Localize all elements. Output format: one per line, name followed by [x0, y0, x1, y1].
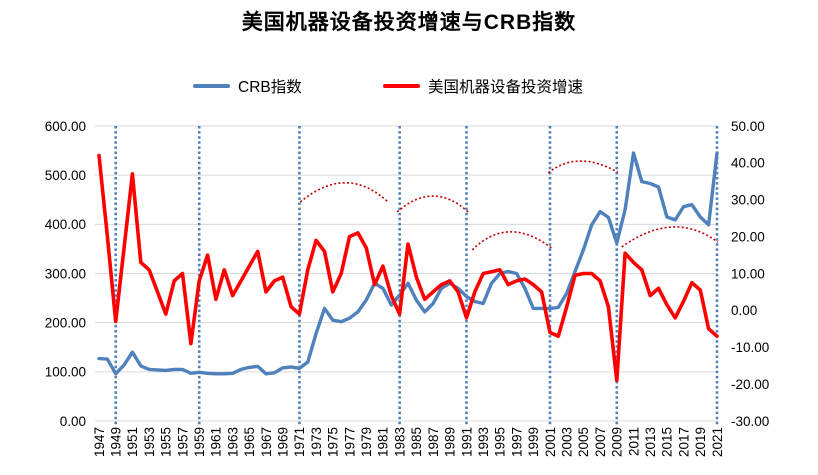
x-axis-tick-label: 1983 [392, 427, 407, 457]
y-axis-left-tick-label: 200.00 [45, 315, 86, 330]
y-axis-right-tick-label: 10.00 [731, 266, 765, 281]
x-axis-tick-label: 2007 [593, 427, 608, 457]
investment-line-swatch-icon [383, 84, 420, 88]
x-axis-tick-label: 1995 [493, 427, 508, 457]
legend-label-crb: CRB指数 [238, 79, 302, 96]
crb-line-swatch-icon [193, 84, 230, 88]
x-axis-tick-label: 1987 [426, 427, 441, 457]
legend-label-investment: 美国机器设备投资增速 [428, 79, 584, 96]
x-axis-tick-label: 1951 [125, 427, 140, 457]
x-axis-tick-label: 1977 [342, 427, 357, 457]
x-axis-tick-label: 1961 [209, 427, 224, 457]
x-axis-tick-label: 1973 [309, 427, 324, 457]
x-axis-tick-label: 1955 [159, 427, 174, 457]
crb-index-line [97, 151, 719, 376]
x-axis-tick-label: 2011 [626, 427, 641, 456]
x-axis-tick-label: 2021 [710, 427, 725, 457]
x-axis-tick-label: 1967 [259, 427, 274, 457]
y-axis-right-tick-label: 40.00 [731, 156, 765, 171]
x-axis-tick-label: 1965 [242, 427, 257, 457]
y-axis-right-tick-label: 0.00 [731, 303, 757, 318]
legend-item-investment: 美国机器设备投资增速 [383, 76, 583, 96]
x-axis-tick-label: 1993 [476, 427, 491, 457]
x-axis-tick-label: 2019 [693, 427, 708, 457]
y-axis-left-tick-label: 500.00 [45, 168, 86, 183]
x-axis-tick-label: 1985 [409, 427, 424, 457]
x-axis-tick-label: 1957 [175, 427, 190, 457]
y-axis-right-tick-label: -30.00 [731, 414, 769, 429]
x-axis-tick-label: 2017 [676, 427, 691, 457]
x-axis-tick-label: 2005 [576, 427, 591, 457]
y-axis-left-tick-label: 0.00 [60, 414, 86, 429]
x-axis-tick-label: 1969 [276, 427, 291, 457]
x-axis-tick-label: 2001 [543, 427, 558, 457]
x-axis-tick-label: 1991 [459, 427, 474, 457]
x-axis-tick-label: 1963 [225, 427, 240, 457]
x-axis-tick-label: 2009 [610, 427, 625, 457]
y-axis-left-tick-label: 100.00 [45, 365, 86, 380]
y-axis-left-tick-label: 600.00 [45, 119, 86, 134]
annotation-arc [396, 195, 469, 213]
chart-title: 美国机器设备投资增速与CRB指数 [241, 11, 577, 34]
y-axis-right-tick-label: 20.00 [731, 229, 765, 244]
x-axis-tick-label: 1971 [292, 427, 307, 457]
x-axis-tick-label: 2013 [643, 427, 658, 457]
annotation-arc [621, 226, 719, 248]
x-axis-tick-label: 1999 [526, 427, 541, 457]
x-axis-tick-label: 1975 [326, 427, 341, 457]
y-axis-left-tick-label: 300.00 [45, 266, 86, 281]
y-axis-right-tick-label: 30.00 [731, 193, 765, 208]
annotation-arc [299, 182, 389, 203]
x-axis-tick-label: 1989 [443, 427, 458, 457]
x-axis-tick-label: 1981 [376, 427, 391, 457]
x-axis-tick-label: 1979 [359, 427, 374, 457]
annotation-arc [471, 231, 553, 251]
investment-growth-line [97, 153, 719, 383]
x-axis-tick-label: 1953 [142, 427, 157, 457]
legend: CRB指数 美国机器设备投资增速 [0, 76, 818, 98]
x-axis-tick-label: 1997 [509, 427, 524, 457]
y-axis-right-tick-label: -20.00 [731, 377, 769, 392]
x-axis-tick-label: 1959 [192, 427, 207, 457]
x-axis-tick-label: 1949 [109, 427, 124, 457]
y-axis-right-tick-label: -10.00 [731, 340, 769, 355]
y-axis-right-tick-label: 50.00 [731, 119, 765, 134]
x-axis-tick-label: 2003 [559, 427, 574, 457]
x-axis-tick-label: 2015 [660, 427, 675, 457]
annotation-arc [547, 160, 619, 174]
legend-item-crb: CRB指数 [193, 76, 302, 96]
x-axis-tick-label: 1947 [92, 427, 107, 457]
y-axis-left-tick-label: 400.00 [45, 217, 86, 232]
